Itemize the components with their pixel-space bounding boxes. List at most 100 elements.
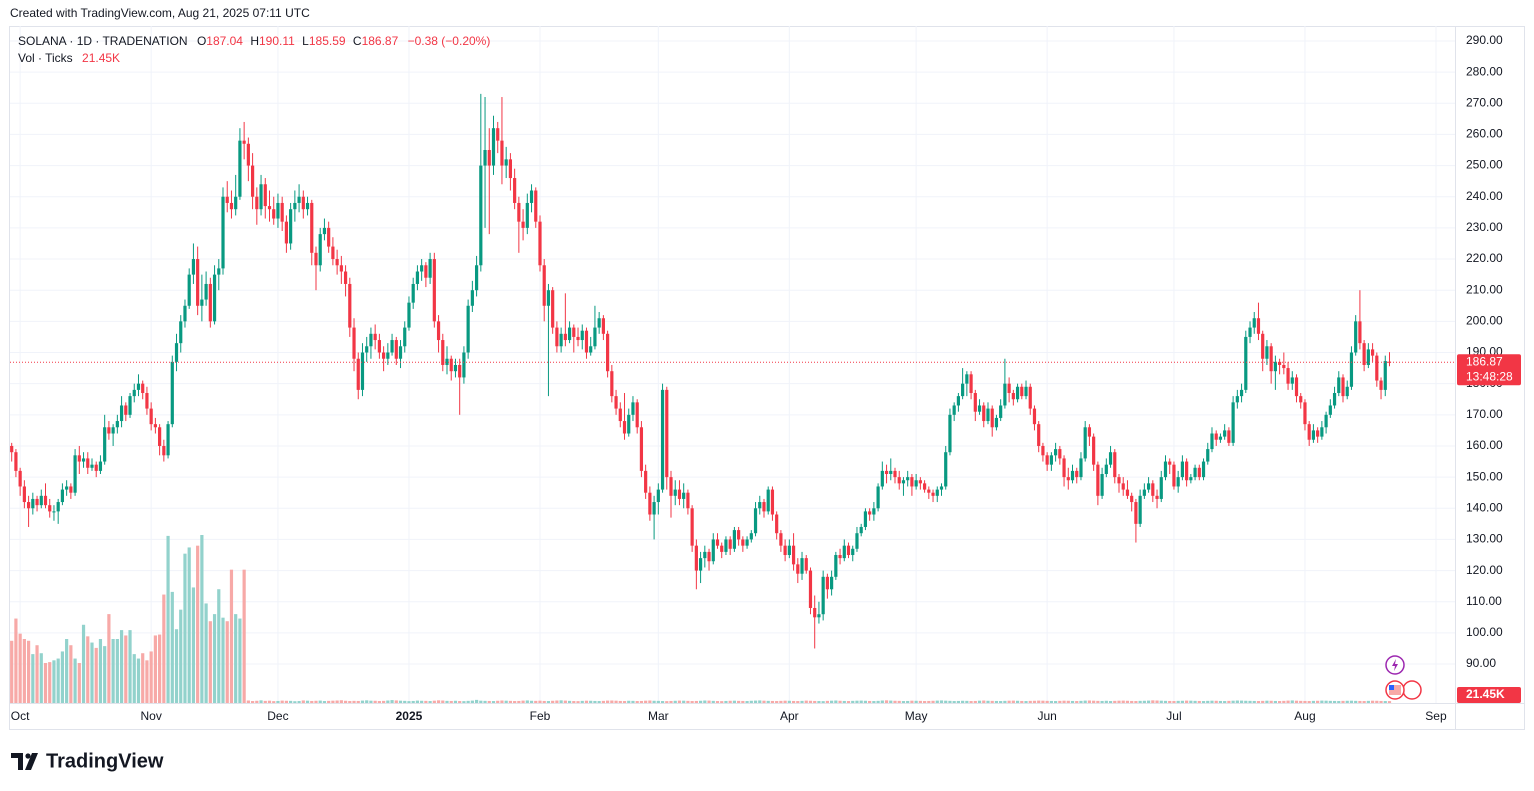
volume-bar (601, 700, 605, 703)
candle-body (322, 227, 327, 235)
volume-bar (842, 700, 846, 703)
candle-body (272, 209, 276, 219)
volume-bar (597, 701, 601, 703)
volume-bar (339, 700, 343, 703)
volume-bar (770, 700, 775, 703)
candle-body (1037, 424, 1041, 446)
candle-body (994, 417, 999, 428)
volume-bar (863, 700, 868, 703)
volume-bar (310, 700, 314, 703)
candle-body (1045, 455, 1049, 465)
candle-body (897, 477, 901, 484)
candle-body (26, 502, 31, 509)
candle-body (1176, 477, 1180, 487)
candle-body (817, 614, 821, 618)
candle-body (775, 514, 779, 534)
price-badge (1457, 354, 1521, 386)
volume-bar (1159, 700, 1163, 703)
volume-bar (1294, 700, 1299, 703)
volume-bar (779, 700, 783, 703)
candle-body (846, 545, 851, 556)
candle-body (914, 480, 918, 487)
candle-body (1227, 430, 1231, 443)
candle-body (990, 408, 994, 428)
volume-bar (994, 700, 999, 703)
volume-bar (1256, 701, 1261, 703)
volume-bar (1290, 700, 1294, 703)
candle-body (81, 458, 86, 462)
flag (1389, 685, 1401, 695)
candle-body (487, 149, 491, 166)
volume-bar (212, 614, 217, 703)
candle-body (656, 489, 660, 503)
candle-body (622, 421, 627, 434)
candle-body (956, 396, 961, 406)
candle-body (128, 396, 132, 415)
candles (10, 93, 1392, 649)
candle-body (217, 268, 221, 275)
candle-body (445, 358, 449, 365)
candle-body (567, 327, 572, 341)
volume-bar (745, 701, 749, 703)
volume-bar (563, 700, 567, 703)
candle-body (1015, 386, 1020, 400)
candle-body (1328, 405, 1332, 415)
candle-body (597, 318, 601, 328)
volume-bar (897, 700, 901, 703)
candle-body (365, 346, 369, 353)
event-icon[interactable] (1402, 680, 1422, 700)
volume-bar (698, 700, 703, 703)
volume-bar (166, 535, 170, 703)
volume-bar (791, 700, 796, 703)
volume-bar (276, 700, 280, 703)
volume-bar (1108, 701, 1113, 703)
candle-body (1235, 396, 1239, 403)
volume-bar (158, 634, 162, 703)
candle-body (390, 340, 394, 353)
candle-body (1151, 483, 1155, 496)
candle-body (200, 299, 204, 306)
price-badge-label: 186.87 (1466, 354, 1503, 368)
candle-body (893, 470, 897, 478)
volume-bar (1045, 700, 1049, 703)
symbol: SOLANA · 1D · TRADENATION (18, 34, 188, 48)
candle-body (500, 140, 504, 166)
volume-bar (999, 701, 1003, 703)
y-tick-label: 90.00 (1466, 656, 1496, 670)
candle-body (538, 221, 542, 266)
candle-body (1362, 343, 1366, 365)
volume-bar (1261, 700, 1265, 703)
volume-bar (990, 700, 994, 703)
volume-bar (914, 700, 918, 703)
candle-body (948, 414, 952, 453)
candle-body (1218, 436, 1223, 440)
volume-bar (1024, 701, 1028, 703)
candle-body (639, 427, 644, 471)
volume-bar (1070, 700, 1075, 703)
volume-bar (103, 646, 107, 703)
volume-bar (69, 645, 73, 703)
volume-bar (297, 701, 301, 703)
volume-bar (466, 700, 470, 703)
candle-body (132, 389, 136, 397)
volume-bar (724, 700, 728, 703)
volume-bar (1075, 701, 1079, 703)
candle-body (441, 340, 445, 365)
candle-body (90, 464, 94, 468)
candle-body (479, 165, 483, 266)
volume-bar (1269, 700, 1273, 703)
y-tick-label: 250.00 (1466, 158, 1503, 172)
candle-body (715, 539, 720, 546)
candle-body (855, 533, 859, 549)
candle-body (1201, 461, 1206, 478)
volume-bar (935, 700, 939, 703)
volume-bar (77, 663, 81, 703)
candle-body (331, 246, 335, 260)
candle-body (1189, 477, 1193, 481)
candle-body (973, 393, 977, 412)
volume-bar (43, 663, 48, 703)
volume-bar (365, 700, 369, 703)
candle-body (1311, 430, 1316, 440)
candle-body (305, 202, 310, 210)
candle-body (1172, 464, 1176, 487)
